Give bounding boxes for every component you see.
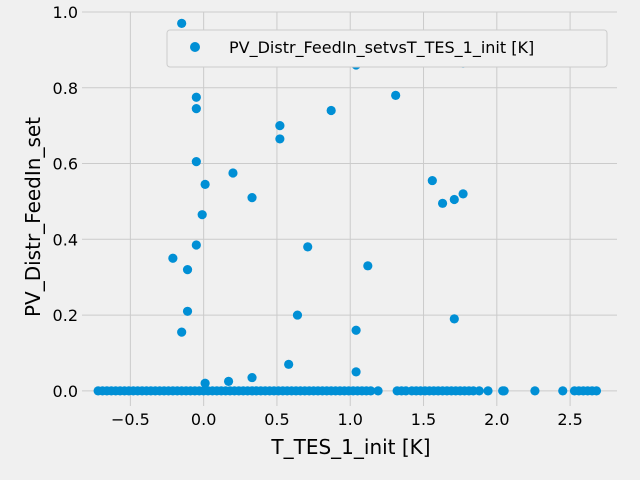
data-point [458,189,468,199]
data-point [449,194,459,205]
y-tick-label: 0.0 [53,382,78,401]
data-points [93,18,602,396]
plot-area [82,12,617,406]
data-point [391,90,401,100]
data-point [247,193,257,203]
data-point [200,179,210,189]
data-point [191,240,201,250]
y-tick-label: 0.8 [53,79,78,98]
data-point [247,372,257,383]
data-point [275,121,285,131]
data-point [177,327,187,337]
data-point [168,253,178,263]
data-point [326,105,336,116]
data-point [366,386,376,396]
y-axis-label: PV_Distr_FeedIn_set [21,117,45,317]
x-tick-label: 0.5 [264,410,289,429]
data-point [182,265,193,275]
x-tick-label: −0.5 [111,410,150,429]
data-point [200,378,210,388]
x-tick-labels: −0.5 0.0 0.5 1.0 1.5 2.0 2.5 [111,410,583,429]
data-point [284,359,294,369]
data-point [437,198,448,208]
data-point [275,134,285,144]
y-tick-label: 0.4 [53,230,78,249]
data-point [223,376,234,386]
legend-box [166,29,608,68]
data-point [499,386,509,396]
data-point [530,386,540,396]
data-point [292,310,303,320]
data-point [303,242,313,252]
data-point [351,325,361,335]
x-tick-label: 2.5 [557,410,582,429]
data-point [191,92,201,102]
legend-series-label: PV_Distr_FeedIn_setvsT_TES_1_init [K] [229,38,534,58]
legend-marker [190,42,200,52]
y-tick-labels: 0.0 0.2 0.4 0.6 0.8 1.0 [53,3,78,401]
data-point [427,175,437,186]
data-point [363,261,373,271]
data-point [351,367,361,377]
data-point [228,168,238,178]
data-point [591,386,602,396]
grid [82,11,617,406]
y-tick-label: 0.6 [53,155,78,174]
x-tick-label: 2.0 [484,410,509,429]
data-point [474,386,484,396]
x-axis-label: T_TES_1_init [K] [270,435,430,459]
data-point [177,18,187,28]
data-point [182,306,193,316]
x-tick-label: 1.0 [338,410,363,429]
data-point [558,386,568,396]
x-tick-label: 0.0 [191,410,216,429]
y-tick-label: 1.0 [53,3,78,22]
data-point [191,157,201,167]
data-point [197,210,207,220]
y-tick-label: 0.2 [53,306,78,325]
data-point [373,386,383,396]
data-point [191,104,201,114]
legend: PV_Distr_FeedIn_setvsT_TES_1_init [K] [166,29,608,68]
x-tick-label: 1.5 [411,410,436,429]
data-point [483,386,493,396]
data-point [449,314,459,324]
